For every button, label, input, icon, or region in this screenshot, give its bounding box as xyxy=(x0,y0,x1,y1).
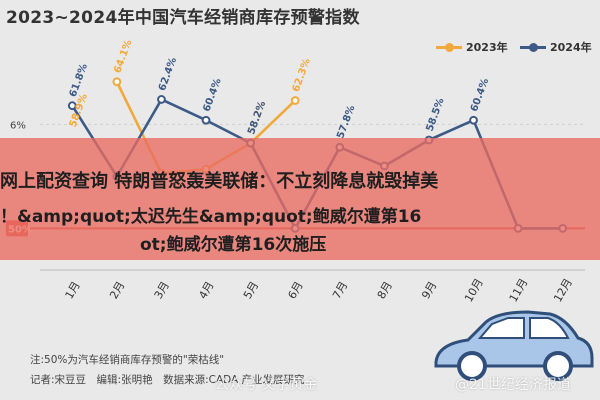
footer-note: 注:50%为汽车经销商库存预警的"荣枯线" xyxy=(30,354,225,366)
y-tick-label: 6% xyxy=(10,120,26,131)
data-label: 64.1% xyxy=(112,38,134,74)
x-tick-label: 8月 xyxy=(375,279,395,301)
x-tick-label: 5月 xyxy=(241,279,261,301)
legend-item-2024: 2024年 xyxy=(520,40,592,54)
data-label: 62.4% xyxy=(157,56,179,92)
footer-credit: 记者:宋豆豆 编辑:张明艳 数据来源:CADA 产业发展研究 xyxy=(30,374,305,386)
data-label: 62.3% xyxy=(291,57,313,93)
overlay-text-line-3: ot;鲍威尔遭第16次施压 xyxy=(140,235,327,255)
x-tick-label: 4月 xyxy=(196,279,216,301)
data-label: 60.4% xyxy=(469,77,491,113)
overlay-text-line-1: 网上配资查询 特朗普怒轰美联储：不立刻降息就毁掉美 xyxy=(0,171,439,192)
x-tick-label: 7月 xyxy=(330,279,350,301)
data-point xyxy=(290,96,300,105)
data-label: 57.8% xyxy=(335,104,357,140)
legend-label-2024: 2024年 xyxy=(550,41,592,54)
data-label: 58.9% xyxy=(68,92,90,128)
legend-label-2023: 2023年 xyxy=(466,41,508,54)
data-point xyxy=(201,115,211,125)
x-tick-label: 3月 xyxy=(152,279,172,301)
overlay-text-line-2: ！&amp;quot;太迟先生&amp;quot;鲍威尔遭第16 xyxy=(0,207,422,227)
data-point xyxy=(157,95,166,104)
data-point xyxy=(112,77,122,87)
data-label: 58.5% xyxy=(424,97,446,133)
legend-swatch-2024 xyxy=(520,42,546,52)
data-point xyxy=(67,101,77,111)
x-tick-label: 6月 xyxy=(286,279,306,301)
watermark-1: 公众号 文字黄金 xyxy=(215,377,318,393)
legend-item-2023: 2023年 xyxy=(436,40,508,54)
overlay-banner xyxy=(0,138,600,260)
x-tick-label: 9月 xyxy=(419,279,439,301)
x-tick-label: 2月 xyxy=(107,279,127,301)
x-tick-label: 1月 xyxy=(63,279,83,301)
legend-swatch-2023 xyxy=(436,42,462,52)
data-label: 60.4% xyxy=(202,77,224,113)
watermark-2: @21世纪经济报道 xyxy=(455,377,571,393)
chart-title: 2023~2024年中国汽车经销商库存预警指数 xyxy=(6,8,360,28)
data-point xyxy=(469,115,478,125)
car-illustration xyxy=(434,310,594,381)
